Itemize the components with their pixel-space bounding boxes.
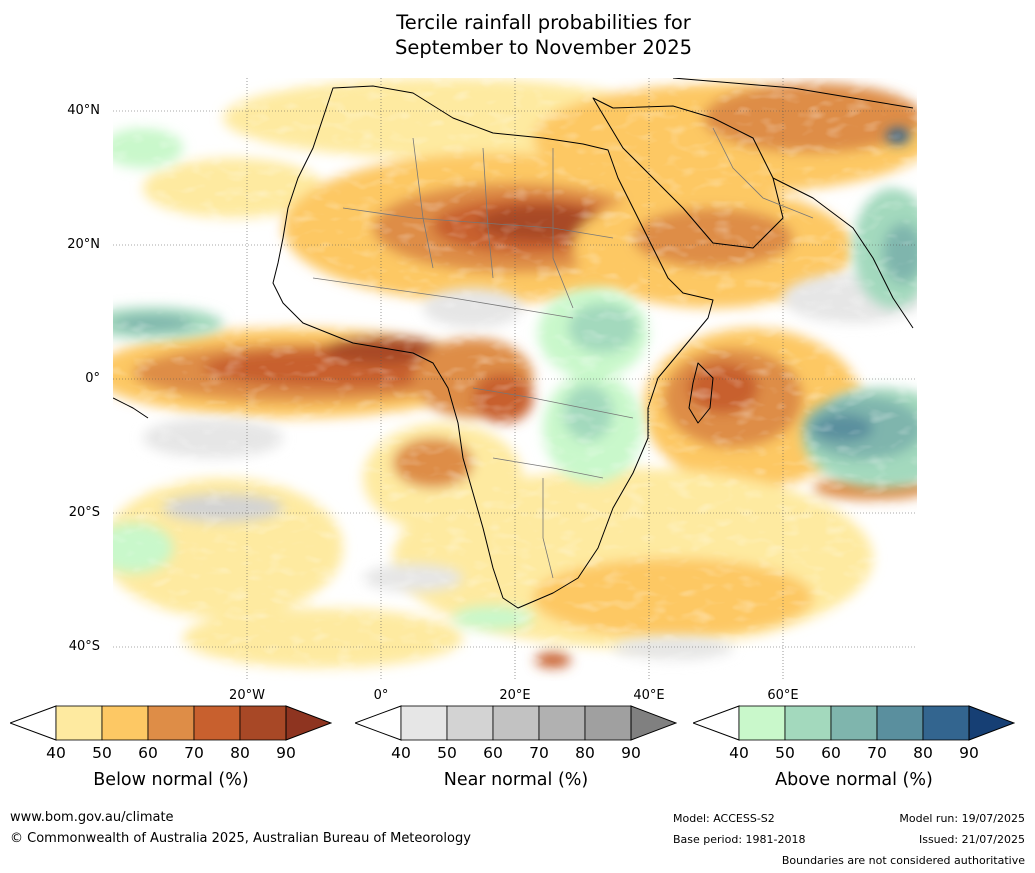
title-line-1: Tercile rainfall probabilities for [396, 11, 691, 34]
colorbar-below-normal [10, 705, 332, 741]
cbar-below-segment-70 [193, 705, 241, 741]
cbar-near-tick-80: 80 [575, 744, 595, 762]
lat-label-equator: 0° [85, 371, 100, 386]
cbar-below-tick-50: 50 [92, 744, 112, 762]
lon-label-20e: 20°E [499, 688, 531, 703]
cbar-near-segment-40 [400, 705, 448, 741]
title-line-2: September to November 2025 [394, 36, 693, 59]
cbar-above-title: Above normal (%) [775, 770, 933, 790]
colorbar-below-normal-svg [10, 705, 332, 741]
lat-label-40s: 40°S [68, 639, 100, 654]
cbar-near-tick-90: 90 [621, 744, 641, 762]
cbar-near-tick-40: 40 [391, 744, 411, 762]
issued-date: Issued: 21/07/2025 [918, 833, 1025, 846]
cbar-above-segment-70 [876, 705, 924, 741]
copyright-text: © Commonwealth of Australia 2025, Austra… [10, 831, 471, 846]
lon-label-0: 0° [373, 688, 389, 703]
cbar-below-segment-40 [55, 705, 103, 741]
cbar-above-tick-80: 80 [913, 744, 933, 762]
cbar-above-segment-40 [738, 705, 786, 741]
base-period: Base period: 1981-2018 [673, 833, 806, 846]
cbar-near-segment-80 [584, 705, 632, 741]
colorbar-above-normal-svg [693, 705, 1015, 741]
cbar-above-upper-arrow [968, 705, 1015, 741]
lat-label-20n: 20°N [67, 237, 100, 252]
map-title: Tercile rainfall probabilities for Septe… [0, 10, 1035, 60]
cbar-near-upper-arrow [630, 705, 677, 741]
cbar-near-tick-50: 50 [437, 744, 457, 762]
cbar-near-segment-60 [492, 705, 540, 741]
cbar-above-tick-90: 90 [959, 744, 979, 762]
cbar-above-segment-80 [922, 705, 970, 741]
country-borders [312, 127, 814, 579]
cbar-below-lower-arrow [10, 705, 57, 741]
lat-label-20s: 20°S [68, 505, 100, 520]
cbar-below-upper-arrow [285, 705, 332, 741]
cbar-above-segment-60 [830, 705, 878, 741]
website-link[interactable]: www.bom.gov.au/climate [10, 810, 174, 825]
cbar-above-tick-60: 60 [821, 744, 841, 762]
coastlines [113, 78, 914, 609]
cbar-below-segment-80 [239, 705, 287, 741]
cbar-below-tick-60: 60 [138, 744, 158, 762]
lat-label-40n: 40°N [67, 103, 100, 118]
cbar-near-segment-70 [538, 705, 586, 741]
cbar-below-segment-50 [101, 705, 149, 741]
cbar-near-tick-60: 60 [483, 744, 503, 762]
cbar-below-segment-60 [147, 705, 195, 741]
cbar-below-tick-40: 40 [46, 744, 66, 762]
cbar-above-tick-50: 50 [775, 744, 795, 762]
colorbar-near-normal-svg [355, 705, 677, 741]
cbar-below-tick-90: 90 [276, 744, 296, 762]
rainfall-probability-map [113, 78, 917, 681]
model-run-date: Model run: 19/07/2025 [899, 812, 1025, 825]
cbar-below-title: Below normal (%) [93, 770, 249, 790]
cbar-above-tick-70: 70 [867, 744, 887, 762]
boundaries-disclaimer: Boundaries are not considered authoritat… [781, 854, 1025, 867]
cbar-above-tick-40: 40 [729, 744, 749, 762]
cbar-near-title: Near normal (%) [443, 770, 589, 790]
cbar-near-lower-arrow [355, 705, 402, 741]
lon-label-40e: 40°E [633, 688, 665, 703]
cbar-near-tick-70: 70 [529, 744, 549, 762]
cbar-near-segment-50 [446, 705, 494, 741]
graticule [113, 78, 917, 681]
cbar-below-tick-70: 70 [184, 744, 204, 762]
cbar-above-segment-50 [784, 705, 832, 741]
cbar-above-lower-arrow [693, 705, 740, 741]
colorbar-near-normal [355, 705, 677, 741]
colorbar-above-normal [693, 705, 1015, 741]
lon-label-60e: 60°E [767, 688, 799, 703]
lon-label-20w: 20°W [229, 688, 265, 703]
cbar-below-tick-80: 80 [230, 744, 250, 762]
model-name: Model: ACCESS-S2 [673, 812, 775, 825]
